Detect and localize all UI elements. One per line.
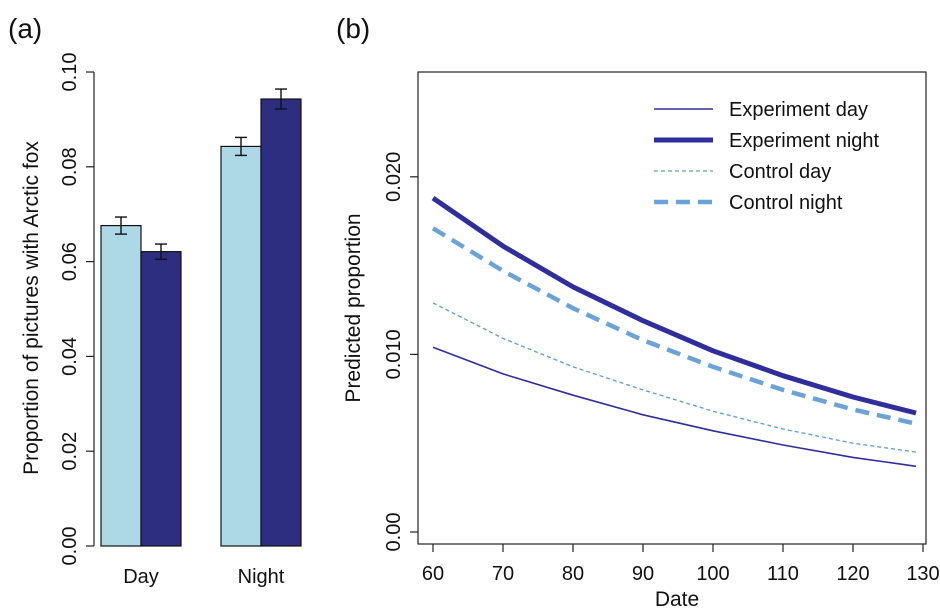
panel-b-plot-frame <box>417 71 927 545</box>
y-tick-label: 0.00 <box>59 527 81 566</box>
x-tick-label: 130 <box>906 563 939 585</box>
panel-b-y-ticks: 0.00 0.010 0.020 <box>383 152 418 552</box>
series-line <box>432 302 917 453</box>
panel-b-xlabel: Date <box>655 588 699 610</box>
panel-a-ylabel: Proportion of pictures with Arctic fox <box>20 141 43 475</box>
panel-b: (b) Predicted proportion Date 60 70 80 90 10… <box>336 13 940 610</box>
y-tick-label: 0.08 <box>59 147 81 186</box>
bar <box>260 98 302 547</box>
panel-a-label: (a) <box>8 13 42 44</box>
panel-a-y-ticks: 0.00 0.02 0.04 0.06 0.08 0.10 <box>59 53 95 566</box>
y-tick-label: 0.10 <box>59 53 81 92</box>
legend-label: Control night <box>729 192 843 214</box>
x-tick-label: 60 <box>422 563 444 585</box>
y-tick-label: 0.00 <box>383 513 405 552</box>
y-tick-label: 0.04 <box>59 337 81 376</box>
panel-a: (a) Proportion of pictures with Arctic f… <box>8 13 302 588</box>
bar <box>100 224 142 547</box>
panel-b-ylabel: Predicted proportion <box>342 213 365 402</box>
x-tick-label: 110 <box>767 563 799 585</box>
series-line <box>432 346 917 468</box>
y-tick-label: 0.020 <box>383 152 405 202</box>
series-line <box>431 196 917 416</box>
panel-b-series-lines <box>431 196 917 468</box>
x-category-label: Day <box>123 566 159 588</box>
bar <box>220 145 262 547</box>
panel-b-legend: Experiment day Experiment night Control da… <box>654 99 880 214</box>
x-tick-label: 80 <box>562 563 584 585</box>
y-tick-label: 0.02 <box>59 432 81 471</box>
panel-a-x-tick-labels: Day Night <box>123 566 285 588</box>
bar <box>140 251 182 547</box>
x-tick-label: 120 <box>836 563 869 585</box>
legend-label: Control day <box>729 161 831 183</box>
panel-b-label: (b) <box>336 13 370 44</box>
legend-label: Experiment day <box>729 99 868 121</box>
panel-b-x-ticks: 60 70 80 90 100 110 120 130 <box>422 544 940 585</box>
panel-a-bars <box>100 88 302 547</box>
legend-label: Experiment night <box>729 130 880 152</box>
y-tick-label: 0.010 <box>383 329 405 379</box>
x-category-label: Night <box>238 566 285 588</box>
x-tick-label: 70 <box>492 563 514 585</box>
series-line <box>431 226 917 426</box>
x-tick-label: 100 <box>696 563 729 585</box>
x-tick-label: 90 <box>632 563 654 585</box>
y-tick-label: 0.06 <box>59 242 81 281</box>
